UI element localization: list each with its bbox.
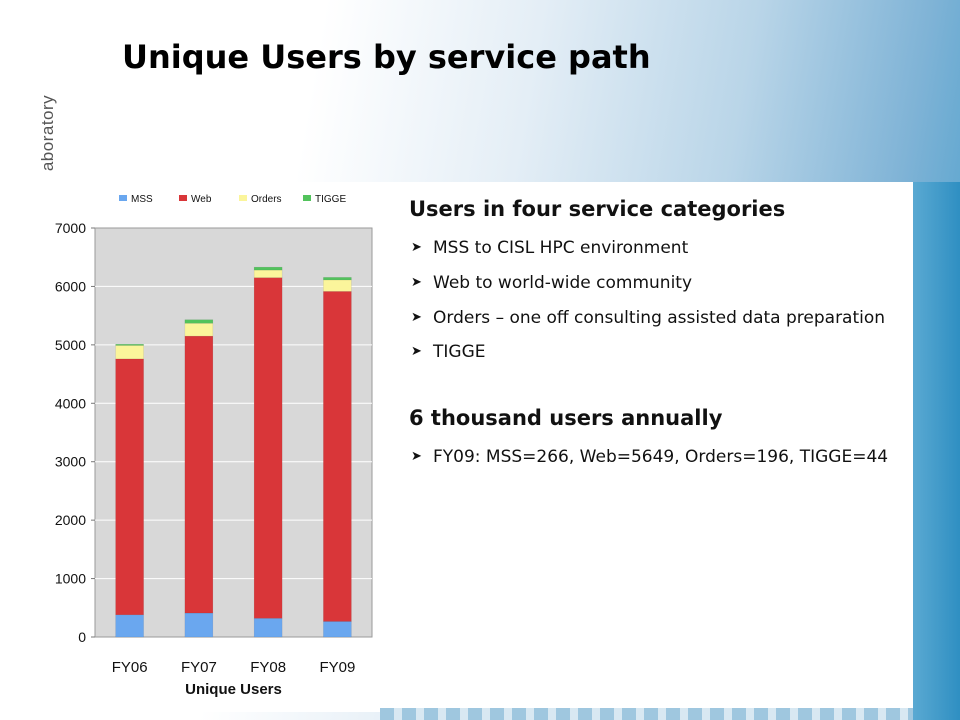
bar-segment-mss-fy07 <box>184 612 214 638</box>
bar-segment-mss-fy08 <box>253 618 283 638</box>
legend-swatch-mss <box>119 195 127 201</box>
legend-swatch-tigge <box>303 195 311 201</box>
y-tick-label: 0 <box>78 629 86 645</box>
bullet-item: ➤ Orders – one off consulting assisted d… <box>409 306 905 331</box>
legend-swatch-web <box>179 195 187 201</box>
bar-segment-web-fy06 <box>115 358 144 616</box>
x-axis-title: Unique Users <box>185 681 282 698</box>
arrow-bullet-icon: ➤ <box>411 274 422 290</box>
legend-label-mss: MSS <box>131 194 153 205</box>
bullet-text: Orders – one off consulting assisted dat… <box>433 307 886 328</box>
y-tick-label: 1000 <box>55 571 86 587</box>
side-label: aboratory <box>33 80 63 185</box>
y-tick-label: 4000 <box>55 395 86 411</box>
bullet-text: Web to world-wide community <box>433 272 693 293</box>
bar-segment-orders-fy08 <box>253 269 283 278</box>
bottom-decorative-strip <box>380 708 913 720</box>
y-tick-label: 5000 <box>55 337 86 353</box>
legend-swatch-orders <box>239 195 247 201</box>
section-heading-categories: Users in four service categories <box>409 197 786 221</box>
y-tick-label: 6000 <box>55 278 86 294</box>
x-tick-label: FY08 <box>250 659 286 676</box>
bar-segment-web-fy09 <box>323 291 352 622</box>
bullet-item: ➤ MSS to CISL HPC environment <box>409 236 905 261</box>
bar-segment-web-fy08 <box>253 277 283 619</box>
bullet-list-annual: ➤ FY09: MSS=266, Web=5649, Orders=196, T… <box>409 445 905 470</box>
bullet-item: ➤ Web to world-wide community <box>409 271 905 296</box>
bar-segment-tigge-fy08 <box>253 266 283 271</box>
x-tick-label: FY07 <box>181 659 217 676</box>
arrow-bullet-icon: ➤ <box>411 344 422 360</box>
legend-label-web: Web <box>191 194 212 205</box>
arrow-bullet-icon: ➤ <box>411 240 422 256</box>
stacked-bar-chart: 0 1000 2000 3000 4000 5000 6000 7000 FY06 FY07 FY0… <box>55 194 373 698</box>
bar-segment-web-fy07 <box>184 335 214 614</box>
bar-segment-orders-fy07 <box>184 322 214 337</box>
bullet-text: TIGGE <box>433 342 486 363</box>
side-label-text: aboratory <box>38 94 58 171</box>
y-tick-label: 7000 <box>55 220 86 236</box>
legend-label-orders: Orders <box>251 194 282 205</box>
bar-segment-tigge-fy06 <box>115 344 144 346</box>
chart-container: 0 1000 2000 3000 4000 5000 6000 7000 FY06 FY07 FY0… <box>26 182 396 712</box>
bullet-text: FY09: MSS=266, Web=5649, Orders=196, TIG… <box>433 447 889 468</box>
y-tick-label: 3000 <box>55 454 86 470</box>
bullet-item: ➤ TIGGE <box>409 340 905 365</box>
bar-segment-orders-fy09 <box>323 279 352 292</box>
bar-segment-mss-fy09 <box>323 621 352 638</box>
slide-title: Unique Users by service path <box>122 38 651 76</box>
legend-label-tigge: TIGGE <box>315 194 346 205</box>
bar-segment-mss-fy06 <box>115 614 144 638</box>
bar-segment-tigge-fy09 <box>323 277 352 281</box>
arrow-bullet-icon: ➤ <box>411 449 422 465</box>
x-tick-label: FY09 <box>319 659 355 676</box>
bullet-item: ➤ FY09: MSS=266, Web=5649, Orders=196, T… <box>409 445 905 470</box>
y-tick-label: 2000 <box>55 512 86 528</box>
right-decorative-bar <box>913 182 960 720</box>
x-tick-label: FY06 <box>112 659 148 676</box>
arrow-bullet-icon: ➤ <box>411 309 422 325</box>
text-panel: Users in four service categories ➤ MSS t… <box>409 196 905 480</box>
bar-segment-orders-fy06 <box>115 345 144 360</box>
bullet-text: MSS to CISL HPC environment <box>433 238 689 259</box>
bar-segment-tigge-fy07 <box>184 319 214 324</box>
section-heading-annual: 6 thousand users annually <box>409 406 723 430</box>
bullet-list-categories: ➤ MSS to CISL HPC environment ➤ Web to w… <box>409 236 905 365</box>
